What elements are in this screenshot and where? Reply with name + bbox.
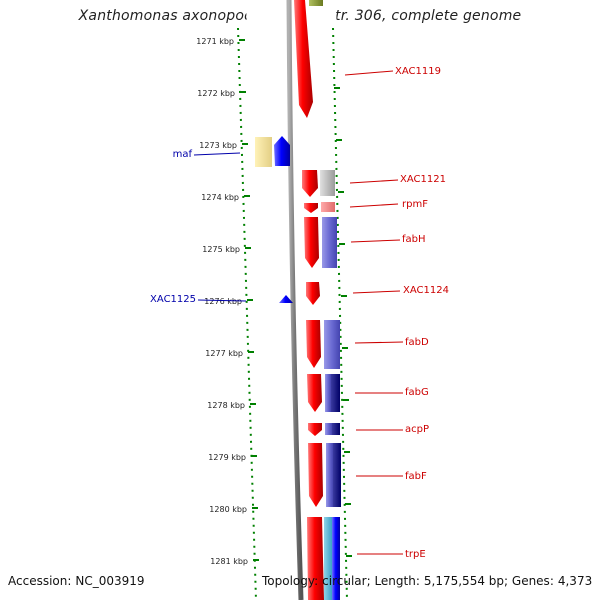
ruler-tick-label: 1273 kbp bbox=[199, 141, 237, 150]
gene-label-acpp[interactable]: acpP bbox=[405, 424, 429, 435]
gene-homolog-fabh bbox=[322, 217, 337, 268]
ruler-tick-label: 1274 kbp bbox=[201, 193, 239, 202]
ruler-tick-label: 1278 kbp bbox=[207, 401, 245, 410]
gene-labels: XAC1119 maf XAC1121 rpmF fabH XAC1124 XA… bbox=[150, 66, 449, 560]
genes-label: Genes: bbox=[511, 574, 554, 588]
guide-line-left bbox=[237, 27, 257, 600]
leader-lines bbox=[193, 70, 404, 555]
ruler-tick-label: 1276 kbp bbox=[204, 297, 242, 306]
gene-arrow-xac1119 bbox=[294, 0, 313, 118]
gene-arrow-xac1125 bbox=[279, 295, 293, 303]
gene-arrow-rpmf bbox=[304, 203, 318, 213]
ruler: 1271 kbp 1272 kbp 1273 kbp 1274 kbp 1275… bbox=[196, 37, 259, 566]
gene-label-maf[interactable]: maf bbox=[173, 149, 193, 160]
gene-label-xac1124[interactable]: XAC1124 bbox=[403, 285, 449, 296]
gene-arrow-fabg bbox=[307, 374, 322, 412]
right-minor-ticks bbox=[334, 87, 352, 557]
accession-info: Accession: NC_003919 bbox=[8, 574, 145, 588]
gene-label-xac1119[interactable]: XAC1119 bbox=[395, 66, 441, 77]
genome-backbone bbox=[286, 0, 304, 600]
gene-homolog-trpe-a bbox=[324, 517, 332, 600]
gene-label-fabf[interactable]: fabF bbox=[405, 471, 427, 482]
gene-homolog-fabf-a bbox=[326, 443, 333, 507]
ruler-tick-label: 1275 kbp bbox=[202, 245, 240, 254]
gene-homolog-xac1119 bbox=[309, 0, 323, 6]
gene-homolog-fabg-a bbox=[325, 374, 331, 412]
ruler-tick-label: 1272 kbp bbox=[197, 89, 235, 98]
topology-label: Topology: bbox=[262, 574, 319, 588]
topology-value: circular; bbox=[322, 574, 371, 588]
gene-homolog-rpmf bbox=[321, 202, 335, 212]
gene-label-fabh[interactable]: fabH bbox=[402, 234, 426, 245]
gene-label-rpmf[interactable]: rpmF bbox=[402, 199, 428, 210]
length-value: 5,175,554 bp; bbox=[423, 574, 509, 588]
genes-value: 4,373 bbox=[557, 574, 593, 588]
gene-homolog-trpe-b bbox=[332, 517, 340, 600]
ruler-tick-label: 1279 kbp bbox=[208, 453, 246, 462]
gene-arrow-acpp bbox=[308, 423, 322, 436]
guide-line-right bbox=[332, 27, 348, 600]
ruler-tick-label: 1281 kbp bbox=[210, 557, 248, 566]
gene-features bbox=[255, 0, 341, 600]
gene-homolog-fabf-b bbox=[333, 443, 341, 507]
gene-arrow-fabh bbox=[304, 217, 319, 268]
accession-value: NC_003919 bbox=[75, 574, 145, 588]
gene-arrow-maf bbox=[274, 136, 290, 166]
gene-label-fabg[interactable]: fabG bbox=[405, 387, 429, 398]
gene-homolog-fabd bbox=[324, 320, 340, 369]
gene-homolog-acpp-a bbox=[325, 423, 332, 435]
gene-label-xac1125[interactable]: XAC1125 bbox=[150, 294, 196, 305]
gene-label-xac1121[interactable]: XAC1121 bbox=[400, 174, 446, 185]
accession-label: Accession: bbox=[8, 574, 72, 588]
gene-homolog-acpp-b bbox=[332, 423, 340, 435]
ruler-tick-label: 1280 kbp bbox=[209, 505, 247, 514]
gene-arrow-trpe bbox=[307, 517, 324, 600]
gene-arrow-fabd bbox=[306, 320, 321, 368]
gene-box-maf bbox=[255, 137, 272, 167]
length-label: Length: bbox=[374, 574, 420, 588]
gene-label-trpe[interactable]: trpE bbox=[405, 549, 426, 560]
gene-arrow-xac1124 bbox=[306, 282, 320, 305]
gene-arrow-xac1121 bbox=[302, 170, 318, 197]
ruler-tick-label: 1277 kbp bbox=[205, 349, 243, 358]
gene-arrow-fabf bbox=[308, 443, 323, 507]
genome-summary: Topology: circular; Length: 5,175,554 bp; … bbox=[262, 574, 592, 588]
ruler-tick-label: 1271 kbp bbox=[196, 37, 234, 46]
gene-homolog-xac1121 bbox=[320, 170, 335, 196]
gene-homolog-fabg-b bbox=[331, 374, 340, 412]
gene-label-fabd[interactable]: fabD bbox=[405, 337, 429, 348]
